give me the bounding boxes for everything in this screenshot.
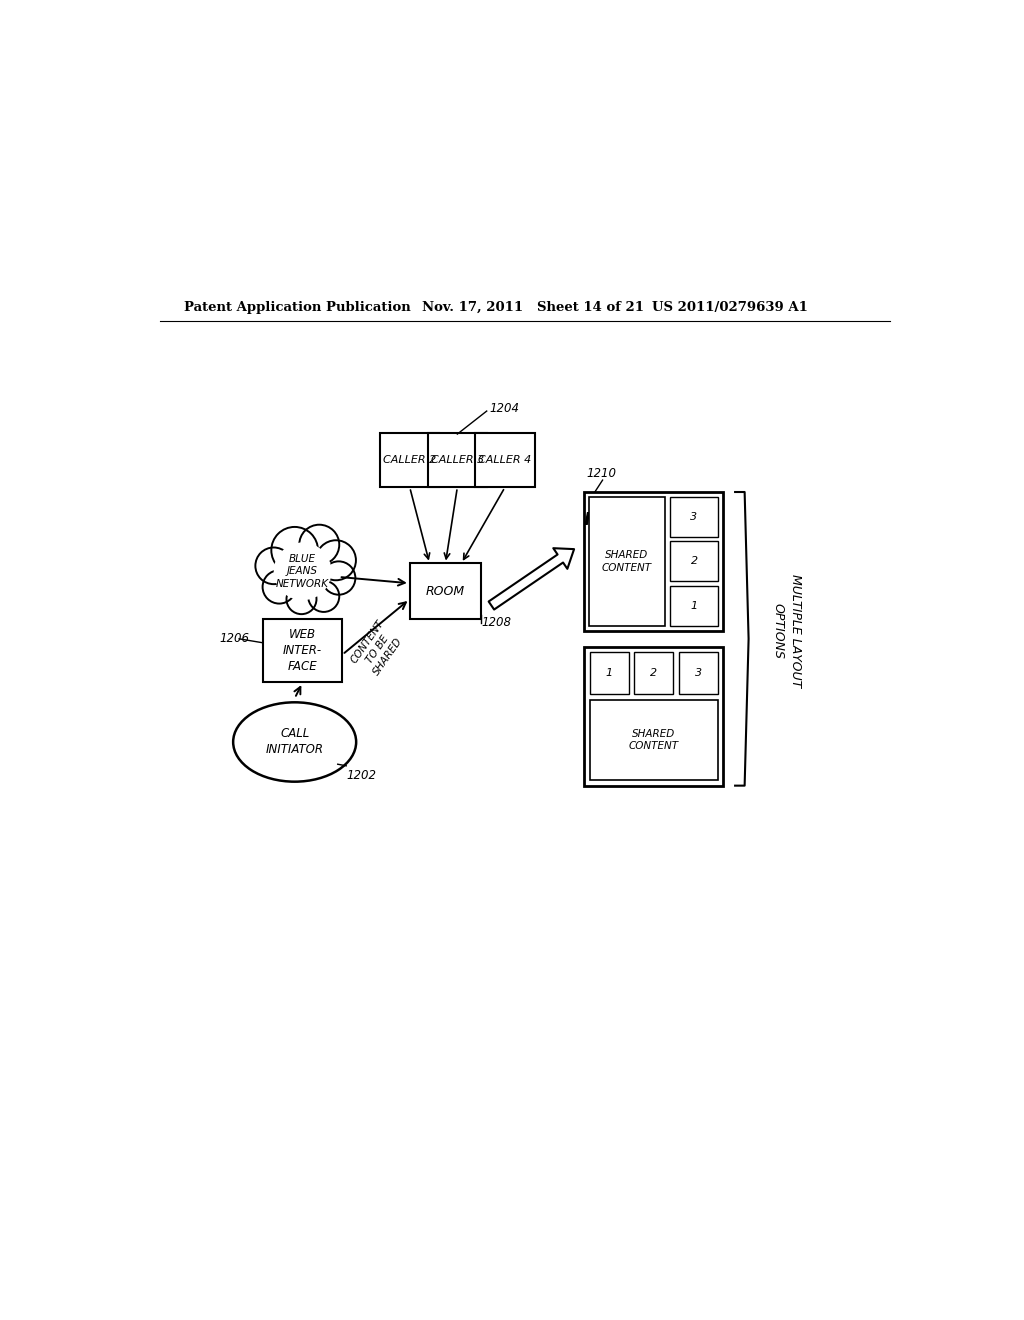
FancyBboxPatch shape bbox=[428, 433, 487, 487]
FancyArrowPatch shape bbox=[488, 548, 574, 610]
FancyBboxPatch shape bbox=[590, 700, 718, 780]
Text: Nov. 17, 2011: Nov. 17, 2011 bbox=[422, 301, 523, 314]
Circle shape bbox=[273, 543, 332, 601]
Text: CALLER 2: CALLER 2 bbox=[383, 455, 436, 465]
FancyBboxPatch shape bbox=[634, 652, 673, 694]
Text: CALLER 3: CALLER 3 bbox=[431, 455, 484, 465]
Text: ROOM: ROOM bbox=[426, 585, 465, 598]
FancyBboxPatch shape bbox=[585, 647, 723, 785]
Text: 1204: 1204 bbox=[489, 403, 519, 416]
Circle shape bbox=[308, 581, 339, 612]
FancyBboxPatch shape bbox=[380, 433, 439, 487]
Circle shape bbox=[299, 525, 339, 565]
FancyBboxPatch shape bbox=[263, 619, 342, 682]
Text: CONTENT
TO BE
SHARED: CONTENT TO BE SHARED bbox=[349, 619, 407, 680]
Text: 1: 1 bbox=[606, 668, 613, 678]
FancyBboxPatch shape bbox=[590, 652, 629, 694]
FancyBboxPatch shape bbox=[589, 496, 665, 626]
FancyBboxPatch shape bbox=[585, 492, 723, 631]
Circle shape bbox=[271, 527, 318, 574]
Text: 3: 3 bbox=[694, 668, 701, 678]
Text: 3: 3 bbox=[690, 512, 697, 521]
Text: US 2011/0279639 A1: US 2011/0279639 A1 bbox=[652, 301, 808, 314]
Text: BLUE
JEANS
NETWORK: BLUE JEANS NETWORK bbox=[276, 554, 329, 589]
Text: 1: 1 bbox=[690, 601, 697, 611]
Circle shape bbox=[262, 570, 296, 603]
Ellipse shape bbox=[233, 702, 356, 781]
Text: WEB
INTER-
FACE: WEB INTER- FACE bbox=[283, 628, 323, 673]
Circle shape bbox=[255, 548, 292, 585]
Text: CALL
INITIATOR: CALL INITIATOR bbox=[265, 727, 324, 756]
Text: SHARED
CONTENT: SHARED CONTENT bbox=[602, 550, 652, 573]
Text: Sheet 14 of 21: Sheet 14 of 21 bbox=[537, 301, 644, 314]
FancyBboxPatch shape bbox=[670, 586, 719, 626]
Text: 1206: 1206 bbox=[219, 632, 249, 645]
Text: MULTIPLE LAYOUT
OPTIONS: MULTIPLE LAYOUT OPTIONS bbox=[772, 574, 802, 688]
Circle shape bbox=[287, 585, 316, 614]
FancyBboxPatch shape bbox=[670, 496, 719, 537]
Text: 1210: 1210 bbox=[587, 467, 616, 480]
FancyBboxPatch shape bbox=[475, 433, 535, 487]
FancyBboxPatch shape bbox=[670, 541, 719, 581]
FancyBboxPatch shape bbox=[410, 564, 481, 619]
Text: 2: 2 bbox=[650, 668, 657, 678]
Text: FIG. 12: FIG. 12 bbox=[584, 511, 656, 529]
Text: Patent Application Publication: Patent Application Publication bbox=[183, 301, 411, 314]
Text: 2: 2 bbox=[690, 557, 697, 566]
Text: CALLER 4: CALLER 4 bbox=[478, 455, 531, 465]
Circle shape bbox=[322, 561, 355, 595]
FancyBboxPatch shape bbox=[679, 652, 718, 694]
Text: 1202: 1202 bbox=[346, 768, 376, 781]
Circle shape bbox=[316, 540, 356, 581]
Text: 1208: 1208 bbox=[481, 616, 511, 630]
Text: SHARED
CONTENT: SHARED CONTENT bbox=[629, 729, 679, 751]
